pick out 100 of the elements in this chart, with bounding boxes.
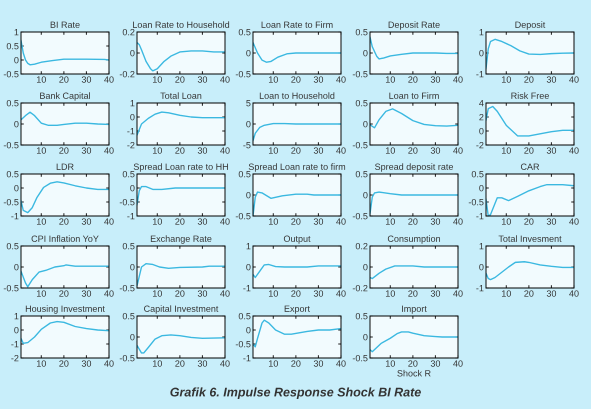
x-tick-label: 20 — [408, 147, 418, 154]
y-tick-label: -1 — [11, 341, 18, 348]
y-tick-label: -1 — [243, 355, 250, 362]
x-tick-label: 40 — [220, 360, 230, 367]
y-tick-label: 0 — [14, 120, 19, 128]
chart-title: Consumption — [388, 235, 440, 244]
y-tick-label: 0.5 — [6, 242, 19, 250]
chart-title: CPI Inflation YoY — [32, 235, 99, 242]
x-tick-label: 30 — [314, 76, 324, 83]
x-tick-label: 20 — [59, 290, 69, 297]
chart-title: Capital Investment — [144, 305, 218, 314]
x-tick-label: 20 — [408, 290, 418, 297]
x-tick-label: 40 — [220, 290, 230, 297]
y-tick-label: 0 — [130, 184, 135, 192]
x-tick-label: 20 — [408, 218, 418, 225]
line-series — [370, 265, 458, 280]
y-tick-label: -0.5 — [236, 70, 251, 78]
y-tick-label: 0.5 — [238, 170, 251, 178]
y-tick-label: -1 — [476, 285, 484, 292]
y-tick-label: 0 — [246, 120, 251, 128]
x-tick-label: 30 — [314, 290, 324, 297]
x-tick-label: 10 — [268, 147, 278, 154]
x-tick-label: 40 — [220, 147, 230, 154]
x-tick-label: 10 — [36, 147, 46, 154]
x-tick-label: 10 — [36, 218, 46, 225]
x-tick-label: 40 — [453, 360, 463, 367]
x-tick-label: 30 — [198, 218, 208, 225]
x-tick-label: 30 — [314, 360, 324, 367]
x-tick-label: 40 — [104, 218, 114, 225]
x-tick-label: 30 — [430, 76, 440, 83]
y-tick-label: -5 — [243, 142, 251, 148]
x-tick-label: 10 — [152, 218, 162, 225]
y-tick-label: -1 — [476, 213, 484, 220]
y-tick-label: -0.5 — [120, 284, 135, 292]
y-tick-label: -0.5 — [352, 354, 368, 362]
x-tick-label: 30 — [430, 290, 440, 297]
x-tick-label: 30 — [546, 147, 556, 154]
y-tick-label: 1 — [14, 29, 18, 36]
x-tick-label: 20 — [524, 218, 534, 225]
x-tick-label: 30 — [82, 147, 92, 154]
x-tick-label: 30 — [546, 218, 556, 225]
y-tick-label: 0 — [479, 128, 484, 134]
y-tick-label: 0 — [363, 192, 368, 198]
y-tick-label: -0.2 — [352, 284, 368, 292]
x-tick-label: 20 — [59, 360, 69, 367]
x-tick-label: 40 — [453, 76, 463, 83]
chart-title: Bank Capital — [40, 92, 90, 101]
y-tick-label: 0.5 — [356, 312, 368, 320]
y-tick-label: 0 — [479, 50, 484, 56]
x-tick-label: 30 — [82, 76, 92, 83]
y-tick-label: 0.5 — [472, 170, 484, 178]
x-tick-label: 30 — [198, 290, 208, 297]
x-tick-label: 20 — [175, 218, 185, 225]
x-tick-label: 10 — [502, 76, 511, 83]
y-tick-label: 1 — [130, 100, 134, 106]
y-tick-label: 0 — [363, 334, 368, 340]
x-tick-label: 10 — [386, 360, 395, 367]
x-tick-label: 30 — [546, 76, 556, 83]
x-tick-label: 10 — [152, 147, 162, 154]
y-tick-label: 1 — [246, 243, 250, 250]
y-tick-label: 0 — [14, 326, 19, 334]
x-tick-label: 40 — [336, 290, 346, 297]
x-tick-label: 10 — [152, 290, 162, 297]
line-series — [253, 264, 341, 278]
x-tick-label: 10 — [36, 360, 46, 367]
x-tick-label: 30 — [198, 360, 208, 367]
y-tick-label: -0.5 — [4, 142, 19, 148]
x-tick-label: 20 — [291, 360, 301, 367]
chart-title: Risk Free — [511, 92, 549, 99]
y-tick-label: 5 — [246, 100, 251, 106]
x-tick-label: 10 — [386, 76, 395, 83]
line-series — [253, 320, 341, 348]
x-tick-label: 40 — [104, 76, 114, 83]
y-tick-label: 0.2 — [122, 28, 134, 36]
x-tick-label: 20 — [408, 76, 418, 83]
x-tick-label: 10 — [152, 76, 162, 83]
x-tick-label: 30 — [82, 290, 92, 297]
x-tick-label: 20 — [175, 147, 185, 154]
x-tick-label: 20 — [524, 76, 534, 83]
x-tick-label: 10 — [268, 290, 278, 297]
line-series — [486, 106, 574, 137]
chart-title: Total Invesment — [498, 235, 562, 242]
x-tick-label: 10 — [386, 218, 395, 225]
x-tick-label: 40 — [569, 290, 579, 297]
x-tick-label: 40 — [336, 76, 346, 83]
y-tick-label: -0.5 — [352, 142, 368, 148]
y-tick-label: 0 — [479, 184, 484, 192]
x-tick-label: 30 — [82, 360, 92, 367]
line-series — [21, 181, 109, 214]
x-tick-label: 10 — [36, 290, 46, 297]
y-tick-label: 0 — [130, 114, 135, 120]
y-tick-label: 0 — [14, 264, 19, 270]
y-tick-label: -1 — [11, 213, 18, 220]
x-tick-label: 20 — [291, 290, 301, 297]
line-series — [21, 112, 109, 126]
y-tick-label: -0.2 — [120, 70, 134, 78]
x-tick-label: 20 — [175, 360, 185, 367]
x-tick-label: 40 — [569, 218, 579, 225]
y-tick-label: 0.5 — [356, 170, 368, 178]
line-series — [253, 42, 341, 63]
